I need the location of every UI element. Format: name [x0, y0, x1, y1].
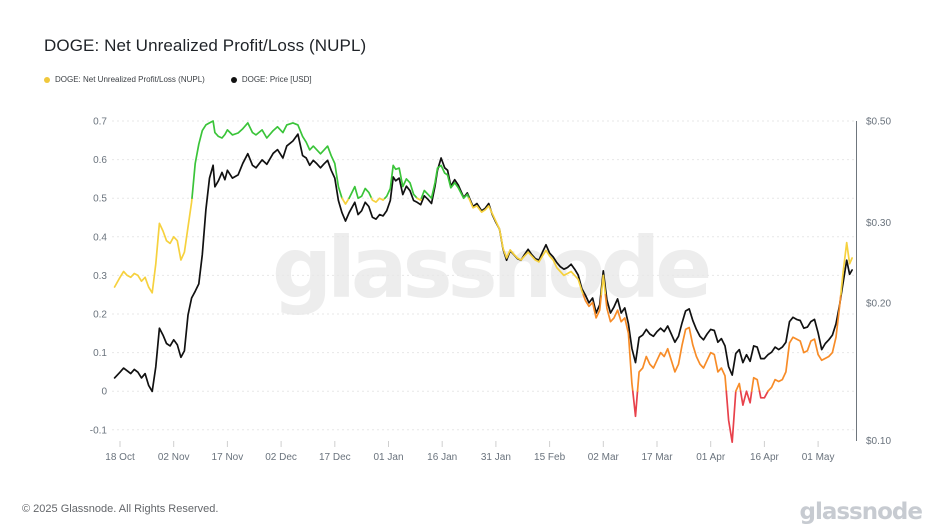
nupl-line: [113, 120, 853, 444]
left-axis-labels: 0.7 0.6 0.5 0.4 0.3 0.2 0.1 0 -0.1: [90, 117, 108, 437]
x-tick-label: 31 Jan: [481, 452, 511, 463]
y-left-tick-label: 0.4: [93, 232, 107, 243]
x-tick-label: 02 Nov: [158, 452, 190, 463]
x-tick-label: 01 May: [802, 452, 835, 463]
footer-copyright: © 2025 Glassnode. All Rights Reserved.: [22, 503, 219, 515]
x-tick-label: 17 Dec: [319, 452, 351, 463]
chart-legend: DOGE: Net Unrealized Profit/Loss (NUPL) …: [44, 75, 312, 84]
x-tick-label: 16 Jan: [427, 452, 457, 463]
x-tick-label: 16 Apr: [750, 452, 780, 463]
y-right-tick-label: $0.10: [866, 436, 891, 447]
legend-item-price[interactable]: DOGE: Price [USD]: [230, 75, 312, 84]
glassnode-watermark: glassnode: [272, 219, 712, 317]
nupl-legend-dot-icon: [44, 76, 50, 83]
x-tick-label: 02 Dec: [265, 452, 297, 463]
gridlines: [112, 120, 856, 431]
x-tick-label: 01 Apr: [696, 452, 726, 463]
x-tick-label: 17 Nov: [212, 452, 244, 463]
y-left-tick-label: -0.1: [90, 425, 108, 436]
x-tick-label: 02 Mar: [588, 452, 620, 463]
glassnode-logo: glassnode: [799, 499, 923, 525]
y-left-tick-label: 0.7: [93, 117, 107, 128]
y-left-tick-label: 0.6: [93, 155, 107, 166]
x-tick-label: 18 Oct: [105, 452, 135, 463]
y-right-tick-label: $0.30: [866, 218, 891, 229]
y-left-tick-label: 0.3: [93, 271, 107, 282]
y-left-tick-label: 0.5: [93, 194, 107, 205]
x-tick-label: 17 Mar: [641, 452, 673, 463]
legend-item-nupl[interactable]: DOGE: Net Unrealized Profit/Loss (NUPL): [44, 75, 205, 84]
right-axis-labels: $0.50 $0.30 $0.20 $0.10: [866, 117, 891, 447]
x-axis: 18 Oct 02 Nov 17 Nov 02 Dec 17 Dec 01 Jan 16 J…: [105, 441, 834, 463]
legend-item-label: DOGE: Net Unrealized Profit/Loss (NUPL): [55, 75, 205, 84]
y-right-tick-label: $0.50: [866, 117, 891, 128]
price-legend-dot-icon: [230, 76, 237, 83]
page-title: DOGE: Net Unrealized Profit/Loss (NUPL): [44, 36, 367, 55]
y-right-tick-label: $0.20: [866, 298, 891, 309]
y-left-tick-label: 0.1: [93, 348, 107, 359]
legend-item-label: DOGE: Price [USD]: [241, 75, 312, 84]
x-tick-label: 01 Jan: [373, 452, 403, 463]
x-tick-label: 15 Feb: [534, 452, 566, 463]
y-left-tick-label: 0: [101, 387, 107, 398]
y-left-tick-label: 0.2: [93, 310, 107, 321]
